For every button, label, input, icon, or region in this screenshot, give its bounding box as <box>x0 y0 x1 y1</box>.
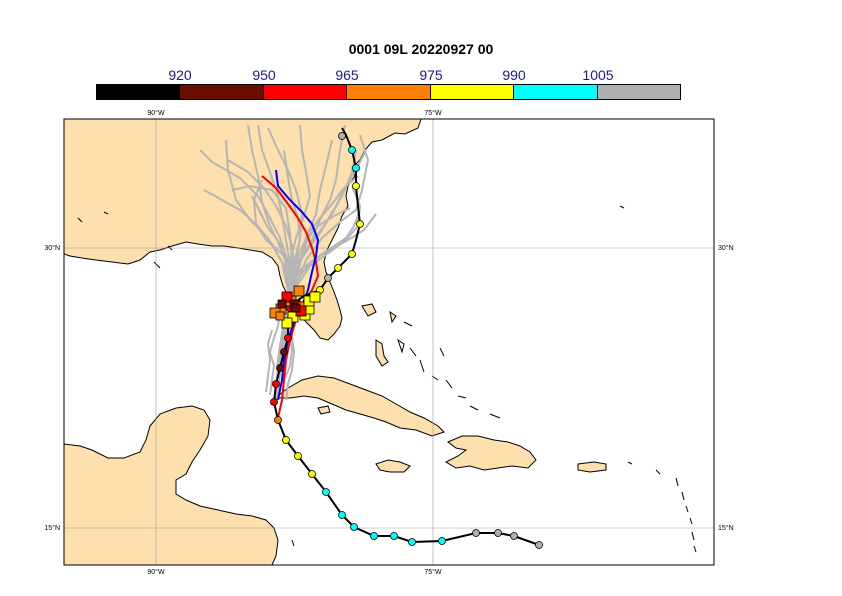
colorbar-label: 1005 <box>582 67 614 83</box>
lon-tick-label: 90°W <box>147 568 165 576</box>
colorbar-segment <box>513 85 597 99</box>
map-grid <box>64 119 714 565</box>
colorbar-label: 965 <box>335 67 359 83</box>
land-cuba <box>273 375 445 437</box>
land-isla-juventud <box>317 405 331 415</box>
colorbar-label: 950 <box>252 67 276 83</box>
colorbar-label: 990 <box>502 67 526 83</box>
colorbar-segment <box>429 85 514 99</box>
lon-tick-label: 75°W <box>424 568 442 576</box>
lat-tick-label: 30°N <box>718 244 734 252</box>
land-bahamas <box>361 303 501 419</box>
colorbar-segment <box>596 85 680 99</box>
colorbar-label: 920 <box>168 67 192 83</box>
land-jamaica <box>375 459 411 473</box>
lon-tick-label: 90°W <box>147 109 165 117</box>
colorbar-segment <box>179 85 263 99</box>
lat-tick-label: 15°N <box>718 524 734 532</box>
colorbar-label: 975 <box>419 67 443 83</box>
colorbar-segment <box>346 85 430 99</box>
land-puerto-rico <box>577 461 607 473</box>
pressure-colorbar <box>96 84 681 100</box>
colorbar-segment <box>97 85 180 99</box>
lon-tick-label: 75°W <box>424 109 442 117</box>
map-frame <box>63 118 715 566</box>
track-points <box>270 132 543 549</box>
landfall-markers <box>269 285 321 329</box>
lat-tick-label: 30°N <box>44 244 60 252</box>
land-hispaniola <box>444 435 537 471</box>
land-lesser-antilles <box>627 461 697 553</box>
land-islets <box>77 205 625 547</box>
map-title: 0001 09L 20220927 00 <box>348 41 494 57</box>
colorbar-segment <box>262 85 347 99</box>
red-track <box>261 175 320 419</box>
lat-tick-label: 15°N <box>44 524 60 532</box>
